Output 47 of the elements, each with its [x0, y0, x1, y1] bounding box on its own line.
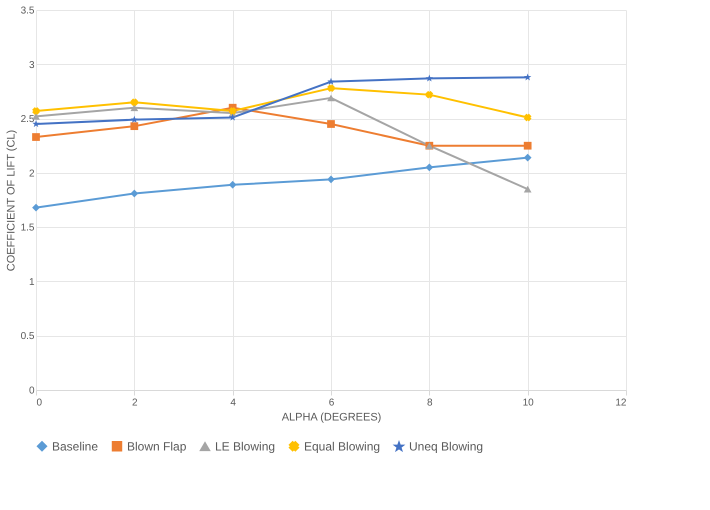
point [524, 154, 532, 162]
y-tick-label: 3.5 [20, 6, 35, 16]
point [524, 186, 532, 192]
legend-label: Uneq Blowing [409, 440, 484, 454]
x-tick-label: 2 [132, 398, 138, 408]
point [425, 164, 434, 172]
y-tick-label: 1 [28, 276, 35, 288]
point [228, 180, 237, 189]
point [32, 133, 40, 141]
legend-label: Equal Blowing [304, 439, 380, 454]
point [130, 98, 138, 106]
point [327, 78, 335, 85]
y-tick-label: 1.5 [20, 222, 35, 234]
x-tick-label: 6 [328, 398, 335, 408]
point [32, 204, 40, 212]
y-tick-label: 3 [28, 60, 35, 71]
y-axis-title: COEFFICIENT OF LIFT (CL) [6, 130, 18, 272]
point [426, 74, 434, 82]
x-tick-label: 12 [615, 398, 627, 408]
point [32, 107, 40, 115]
x-axis-title: ALPHA (DEGREES) [282, 412, 382, 424]
point [130, 122, 138, 130]
point [32, 120, 40, 128]
point [130, 190, 138, 198]
point [327, 176, 335, 184]
legend-label: LE Blowing [215, 440, 276, 454]
point [130, 116, 138, 123]
point [327, 94, 335, 102]
x-tick-label: 8 [427, 398, 434, 408]
legend-label: Blown Flap [127, 439, 187, 454]
point [130, 104, 138, 112]
point [524, 73, 532, 80]
x-tick-label: 0 [36, 398, 42, 408]
y-tick-label: 0.5 [20, 331, 35, 342]
point [228, 107, 237, 115]
y-tick-label: 2.5 [20, 114, 35, 126]
point [524, 114, 532, 122]
point [524, 142, 532, 150]
x-tick-label: 10 [522, 398, 534, 408]
legend-label: Baseline [52, 439, 98, 454]
x-tick-label: 4 [230, 398, 236, 408]
point [425, 90, 434, 99]
point [228, 114, 236, 121]
point [327, 84, 335, 92]
y-tick-label: 2 [28, 168, 35, 180]
point [327, 120, 335, 128]
y-tick-label: 0 [28, 386, 35, 396]
